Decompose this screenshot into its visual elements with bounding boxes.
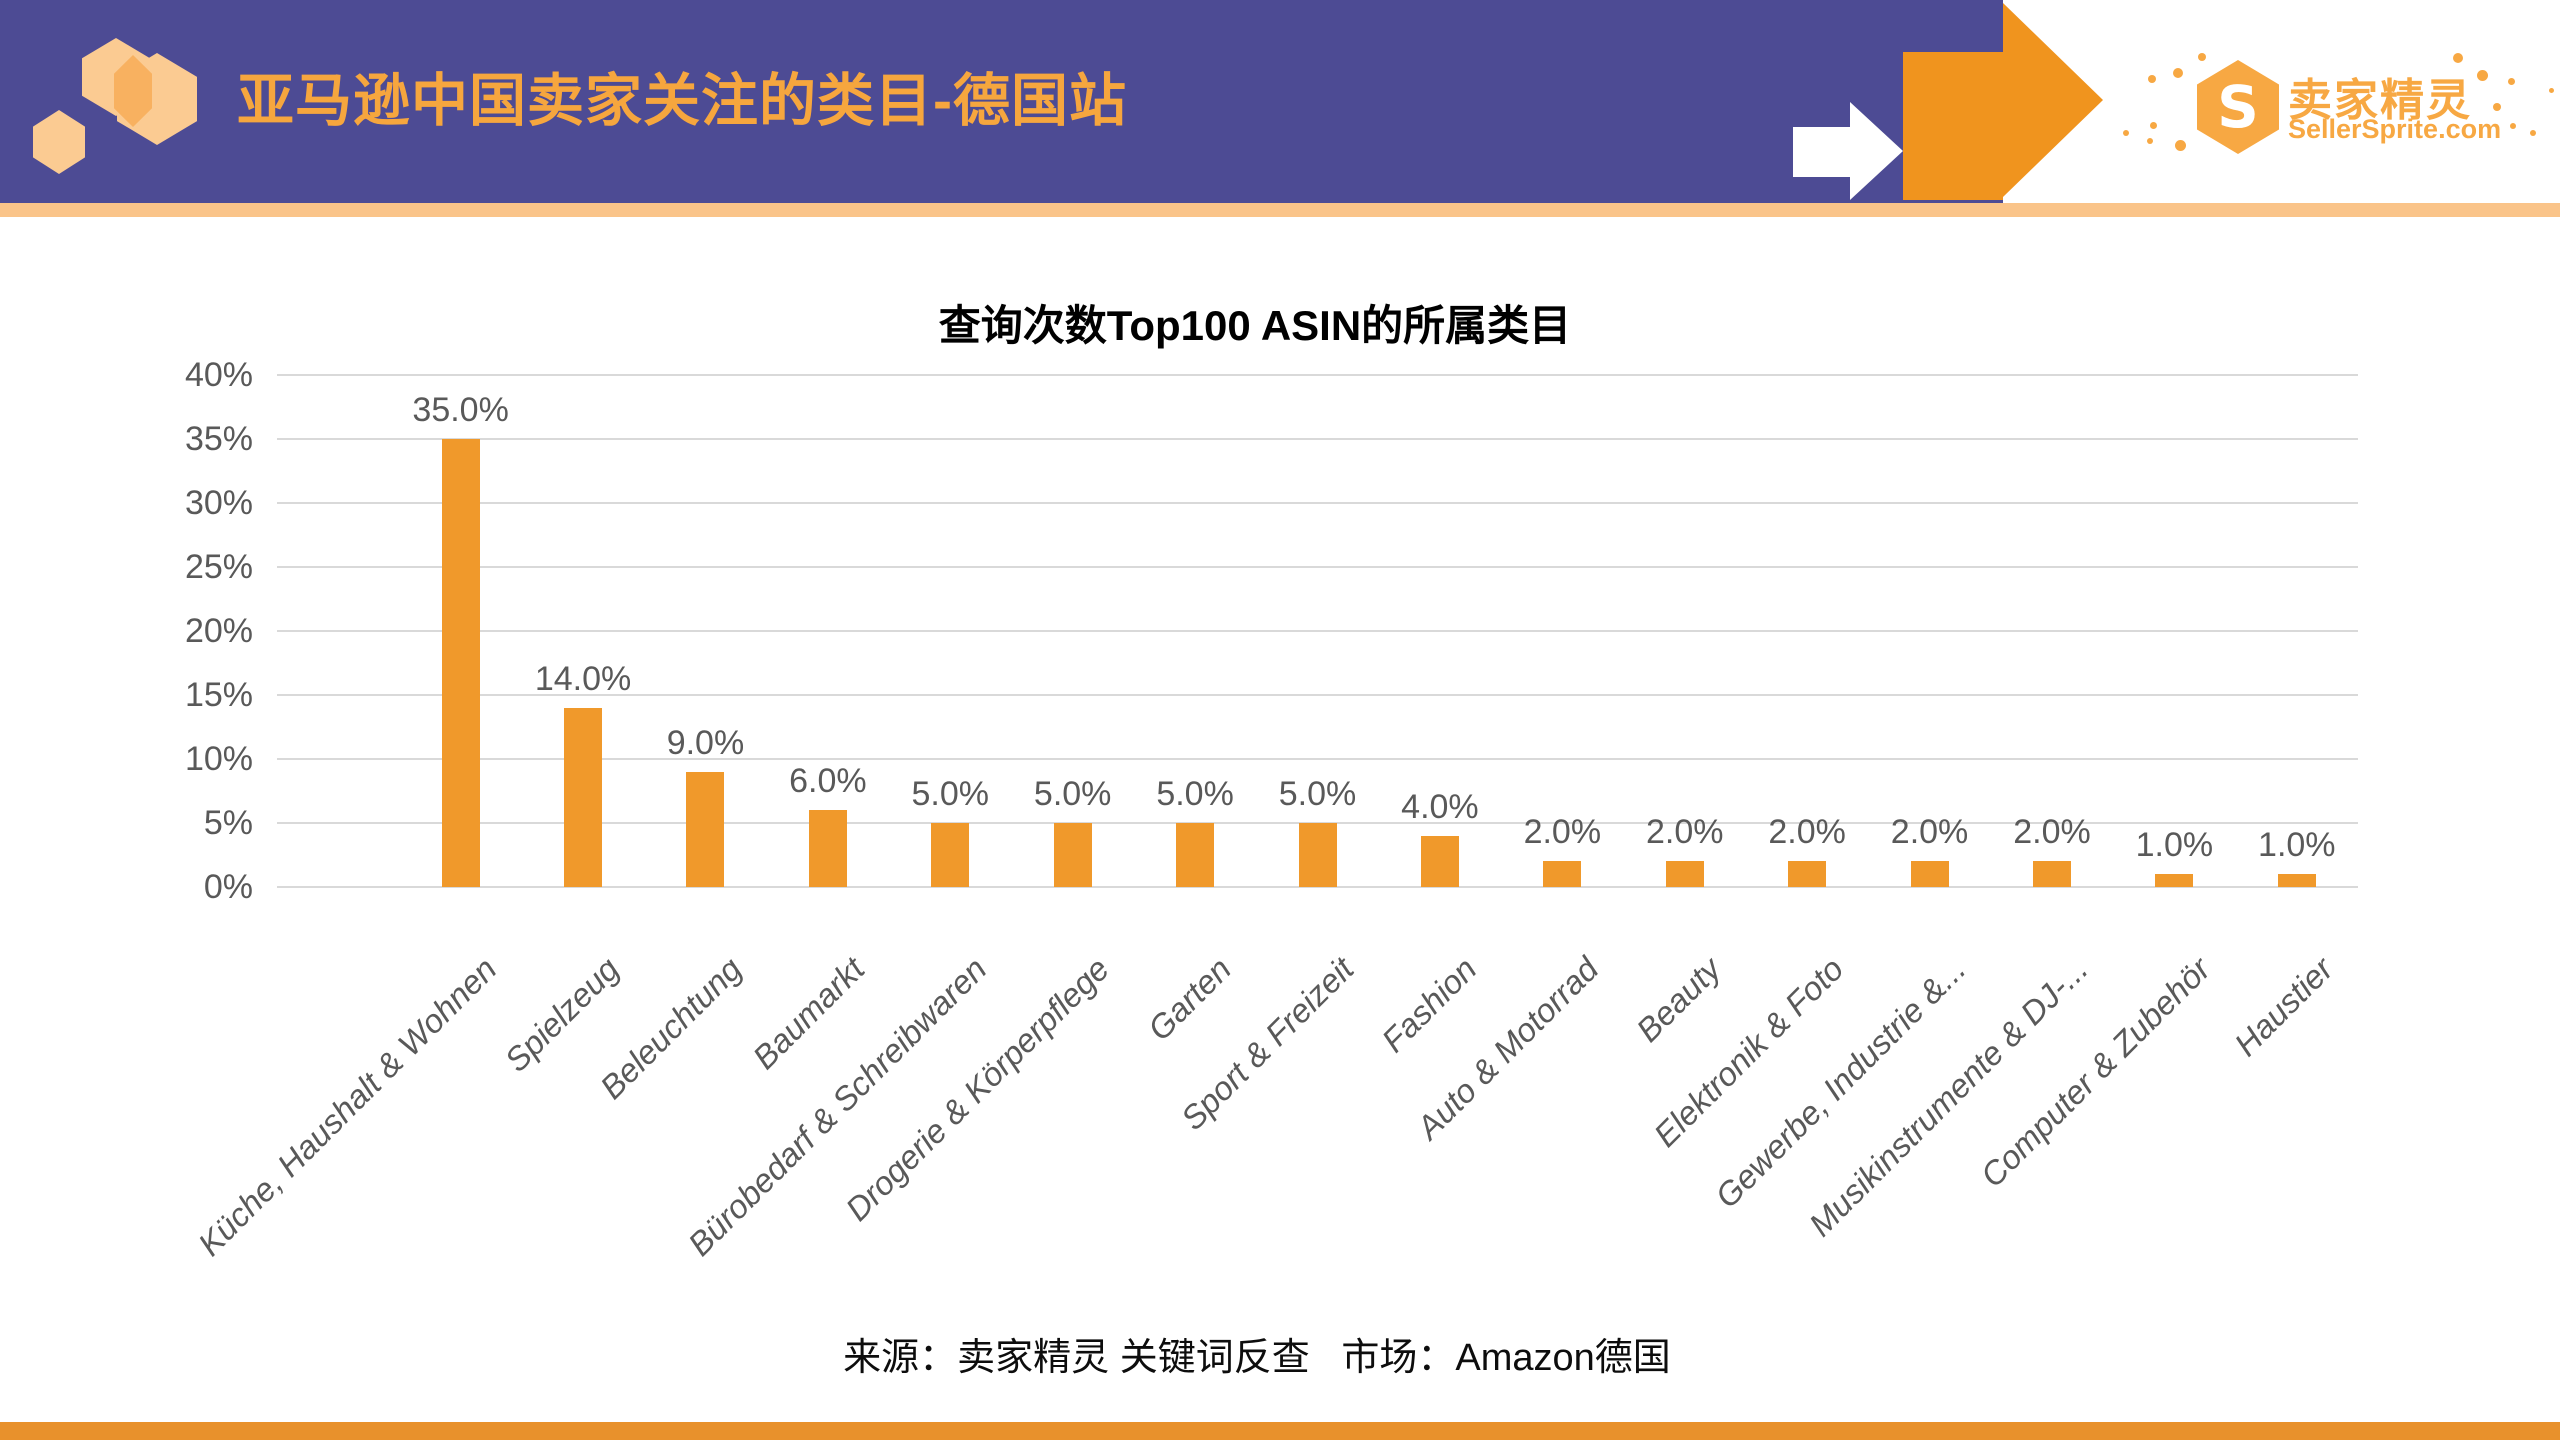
bar — [2032, 861, 2071, 887]
logo-dot — [2493, 103, 2501, 111]
logo-dot — [2148, 75, 2156, 83]
bar-value-label: 5.0% — [911, 775, 990, 813]
bar-value-label: 2.0% — [2013, 813, 2091, 852]
x-axis-category-label: Fashion — [1373, 950, 1484, 1060]
bar — [1176, 823, 1215, 887]
bottom-accent-bar — [0, 1422, 2560, 1440]
gridline — [277, 694, 2358, 696]
bar — [931, 823, 970, 887]
bar-value-label: 35.0% — [412, 391, 509, 429]
white-arrow-icon — [1793, 102, 1903, 200]
y-axis-tick-label: 0% — [203, 868, 253, 906]
x-axis-category-label: Küche, Haushalt & Wohnen — [190, 950, 504, 1263]
gridline — [277, 438, 2358, 440]
page-title: 亚马逊中国卖家关注的类目-德国站 — [237, 69, 1127, 133]
header-divider-strip — [0, 203, 2560, 217]
logo-dot — [2198, 53, 2206, 61]
bar — [2277, 874, 2316, 887]
x-axis-category-label: Baumarkt — [745, 950, 872, 1077]
x-axis-category-label: Spielzeug — [497, 950, 627, 1079]
y-axis-tick-label: 5% — [203, 804, 253, 842]
x-axis-category-label: Beauty — [1629, 950, 1728, 1049]
logo-dot — [2123, 130, 2129, 136]
y-axis-tick-label: 40% — [184, 356, 253, 394]
gridline — [277, 758, 2358, 760]
x-axis-category-label: Computer & Zubehör — [1973, 950, 2218, 1195]
bar — [441, 439, 480, 887]
logo-dot — [2147, 138, 2153, 144]
bar — [1053, 823, 1092, 887]
bar-value-label: 2.0% — [1768, 813, 1846, 852]
bar-value-label: 1.0% — [2258, 826, 2336, 865]
bar — [1298, 823, 1337, 887]
bar-value-label: 6.0% — [789, 762, 867, 801]
logo-dot — [2173, 68, 2183, 78]
bar-value-label: 5.0% — [1278, 775, 1357, 813]
bar-value-label: 1.0% — [2135, 826, 2214, 865]
chart-title: 查询次数Top100 ASIN的所属类目 — [938, 302, 1572, 349]
bar-value-label: 14.0% — [534, 659, 632, 698]
x-axis-category-label: Gewerbe, Industrie &... — [1707, 950, 1973, 1215]
logo-dot — [2453, 53, 2463, 63]
orange-arrow-icon — [1903, 52, 2003, 200]
gridline — [277, 502, 2358, 504]
gridline — [277, 886, 2358, 888]
logo-dot — [2510, 123, 2516, 129]
brand-domain: SellerSprite.com — [2288, 114, 2502, 144]
logo-dot — [2175, 140, 2186, 151]
x-axis-category-label: Garten — [1140, 950, 1239, 1048]
y-axis-tick-label: 20% — [184, 612, 253, 650]
bar — [1910, 861, 1949, 887]
logo-dot — [2530, 130, 2536, 136]
y-axis-tick-label: 30% — [184, 484, 253, 522]
bar — [1665, 861, 1704, 887]
gridline — [277, 374, 2358, 376]
bar-value-label: 2.0% — [1523, 813, 1602, 852]
x-axis-category-label: Haustier — [2226, 950, 2340, 1064]
bar-value-label: 5.0% — [1156, 775, 1234, 813]
gridline — [277, 630, 2358, 632]
bar — [1788, 861, 1827, 887]
y-axis-tick-label: 15% — [184, 676, 253, 714]
logo-dot — [2508, 78, 2515, 85]
bar — [808, 810, 847, 887]
gridline — [277, 566, 2358, 568]
y-axis-tick-label: 10% — [184, 740, 253, 778]
brand-name-cn: 卖家精灵 — [2288, 76, 2472, 125]
source-note: 来源：卖家精灵 关键词反查 市场：Amazon德国 — [843, 1337, 1671, 1379]
y-axis-tick-label: 35% — [184, 420, 253, 458]
header-band: 亚马逊中国卖家关注的类目-德国站 — [0, 0, 2003, 203]
bar — [1543, 861, 1582, 887]
bar — [2155, 874, 2194, 887]
logo-dot — [2549, 88, 2554, 93]
bar-value-label: 5.0% — [1033, 775, 1112, 813]
bar-value-label: 2.0% — [1890, 813, 1969, 852]
y-axis-tick-label: 25% — [184, 548, 253, 586]
bar-value-label: 4.0% — [1401, 787, 1479, 826]
logo-dot — [2150, 122, 2157, 129]
bar-value-label: 2.0% — [1645, 813, 1724, 852]
header-arrows — [1793, 3, 2103, 200]
bar — [1420, 835, 1459, 887]
logo-letter: S — [2217, 73, 2259, 141]
bar-value-label: 9.0% — [666, 723, 745, 762]
logo-dot — [2477, 70, 2488, 81]
bar — [564, 707, 603, 887]
bar — [686, 771, 725, 887]
orange-arrow-head-icon — [2003, 3, 2103, 197]
